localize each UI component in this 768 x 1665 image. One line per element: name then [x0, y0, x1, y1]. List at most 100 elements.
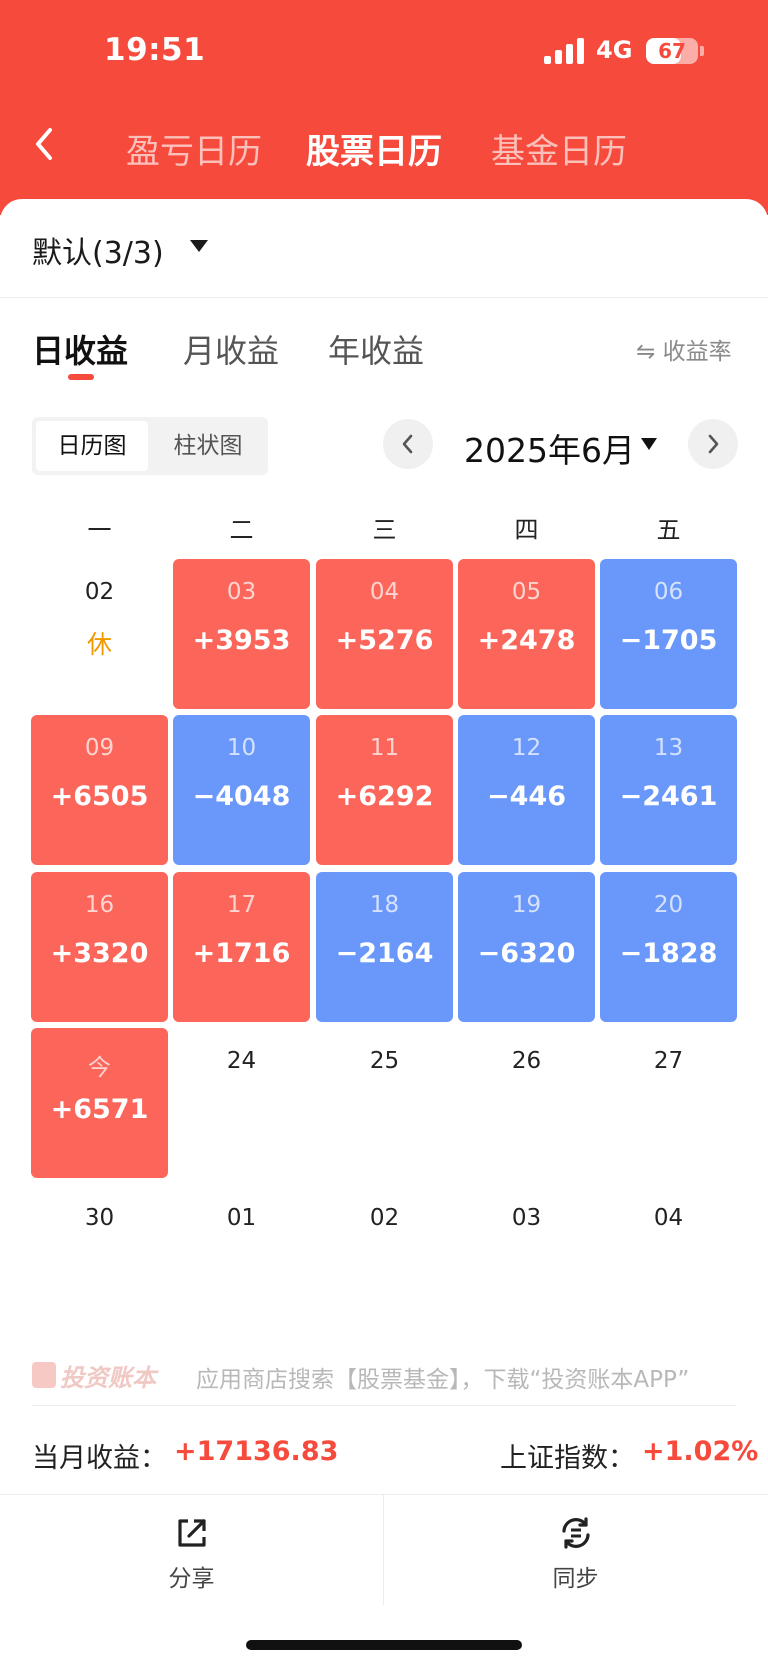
tab-stock-calendar[interactable]: 股票日历	[306, 132, 442, 172]
day-profit: −1828	[619, 938, 718, 969]
calendar-day-cell[interactable]: 11 +6292	[316, 715, 453, 865]
tab-monthly-return[interactable]: 月收益	[183, 332, 280, 370]
tab-fund-calendar[interactable]: 基金日历	[491, 132, 627, 172]
day-profit: +6505	[50, 781, 149, 812]
logo-mark-icon	[32, 1362, 56, 1388]
calendar-day-cell[interactable]: 16 +3320	[31, 872, 168, 1022]
calendar-day-cell[interactable]: 09 +6505	[31, 715, 168, 865]
view-toggle: 日历图 柱状图	[32, 417, 268, 475]
month-return-label: 当月收益：	[32, 1443, 167, 1474]
day-date: 06	[653, 579, 684, 605]
calendar-day-cell[interactable]: 30	[31, 1185, 168, 1335]
day-profit: +5276	[335, 625, 434, 656]
prev-month-button[interactable]	[383, 419, 433, 469]
caret-down-icon[interactable]	[641, 438, 657, 450]
tab-pnl-calendar[interactable]: 盈亏日历	[126, 132, 262, 172]
day-profit: −446	[487, 781, 566, 812]
account-selector[interactable]: 默认(3/3)	[32, 236, 164, 271]
caret-down-icon[interactable]	[190, 240, 208, 252]
calendar-day-cell[interactable]: 10 −4048	[173, 715, 310, 865]
weekday-label: 三	[372, 516, 397, 544]
day-date: 12	[511, 735, 542, 761]
calendar-day-cell[interactable]: 18 −2164	[316, 872, 453, 1022]
view-bar-button[interactable]: 柱状图	[173, 433, 243, 459]
calendar-day-cell[interactable]: 01	[173, 1185, 310, 1335]
back-icon[interactable]	[26, 122, 66, 166]
calendar-day-cell[interactable]: 今 +6571	[31, 1028, 168, 1178]
index-label: 上证指数：	[500, 1443, 635, 1474]
sync-icon	[562, 1517, 590, 1549]
share-icon	[178, 1519, 206, 1547]
day-profit: +6571	[50, 1094, 149, 1125]
home-indicator	[246, 1640, 522, 1650]
sync-label: 同步	[552, 1566, 599, 1592]
calendar-day-cell[interactable]: 13 −2461	[600, 715, 737, 865]
calendar-day-cell[interactable]: 17 +1716	[173, 872, 310, 1022]
day-date: 05	[511, 579, 542, 605]
calendar-day-cell[interactable]: 04	[600, 1185, 737, 1335]
status-time: 19:51	[104, 32, 206, 68]
day-date: 25	[369, 1048, 400, 1074]
day-profit: +6292	[335, 781, 434, 812]
day-date: 16	[84, 892, 115, 918]
day-date: 03	[511, 1205, 542, 1231]
day-date: 10	[226, 735, 257, 761]
tab-yearly-return[interactable]: 年收益	[328, 332, 425, 370]
calendar-day-cell[interactable]: 12 −446	[458, 715, 595, 865]
day-date: 13	[653, 735, 684, 761]
day-date: 18	[369, 892, 400, 918]
chevron-right-icon	[708, 434, 719, 454]
battery-level: 67	[658, 39, 686, 63]
weekday-label: 一	[87, 516, 112, 544]
share-button[interactable]: 分享	[0, 1495, 383, 1605]
next-month-button[interactable]	[688, 419, 738, 469]
day-date: 26	[511, 1048, 542, 1074]
day-date: 24	[226, 1048, 257, 1074]
calendar-day-cell[interactable]: 03	[458, 1185, 595, 1335]
calendar-day-cell[interactable]: 27	[600, 1028, 737, 1178]
day-profit: +2478	[477, 625, 576, 656]
view-calendar-button[interactable]: 日历图	[36, 421, 148, 471]
day-date: 19	[511, 892, 542, 918]
day-date: 17	[226, 892, 257, 918]
status-bar: 19:51 4G 67	[0, 0, 768, 100]
day-profit: +1716	[192, 938, 291, 969]
index-value: +1.02%	[642, 1436, 759, 1467]
battery-cap	[700, 46, 704, 56]
header: 19:51 4G 67 盈亏日历 股票日历 基金日历	[0, 0, 768, 215]
tab-daily-return[interactable]: 日收益	[32, 332, 129, 370]
day-profit: +3953	[192, 625, 291, 656]
day-profit: −2461	[619, 781, 718, 812]
calendar-day-cell[interactable]: 04 +5276	[316, 559, 453, 709]
weekday-label: 二	[229, 516, 254, 544]
holiday-badge: 休	[86, 630, 112, 659]
calendar-day-cell[interactable]: 06 −1705	[600, 559, 737, 709]
bottom-action-bar: 分享 同步	[0, 1494, 768, 1605]
calendar-day-cell[interactable]: 03 +3953	[173, 559, 310, 709]
day-date: 27	[653, 1048, 684, 1074]
calendar-day-cell[interactable]: 25	[316, 1028, 453, 1178]
day-date: 30	[84, 1205, 115, 1231]
return-rate-toggle[interactable]: ⇋ 收益率	[636, 339, 732, 365]
calendar-day-cell[interactable]: 02	[316, 1185, 453, 1335]
day-date: 04	[369, 579, 400, 605]
calendar-day-cell[interactable]: 02 休	[31, 559, 168, 709]
chevron-left-icon	[402, 434, 413, 454]
ad-text: 应用商店搜索【股票基金】，下载“投资账本APP”	[196, 1367, 690, 1393]
calendar-day-cell[interactable]: 20 −1828	[600, 872, 737, 1022]
calendar-day-cell[interactable]: 05 +2478	[458, 559, 595, 709]
day-date: 11	[369, 735, 400, 761]
day-profit: −1705	[619, 625, 718, 656]
calendar-day-cell[interactable]: 24	[173, 1028, 310, 1178]
calendar-day-cell[interactable]: 26	[458, 1028, 595, 1178]
day-date: 20	[653, 892, 684, 918]
month-label[interactable]: 2025年6月	[464, 431, 635, 470]
day-profit: −6320	[477, 938, 576, 969]
day-profit: −4048	[192, 781, 291, 812]
calendar-day-cell[interactable]: 19 −6320	[458, 872, 595, 1022]
sync-button[interactable]: 同步	[384, 1495, 767, 1605]
battery-icon: 67	[646, 38, 698, 64]
day-date: 02	[369, 1205, 400, 1231]
month-return-value: +17136.83	[174, 1436, 339, 1467]
day-date: 03	[226, 579, 257, 605]
